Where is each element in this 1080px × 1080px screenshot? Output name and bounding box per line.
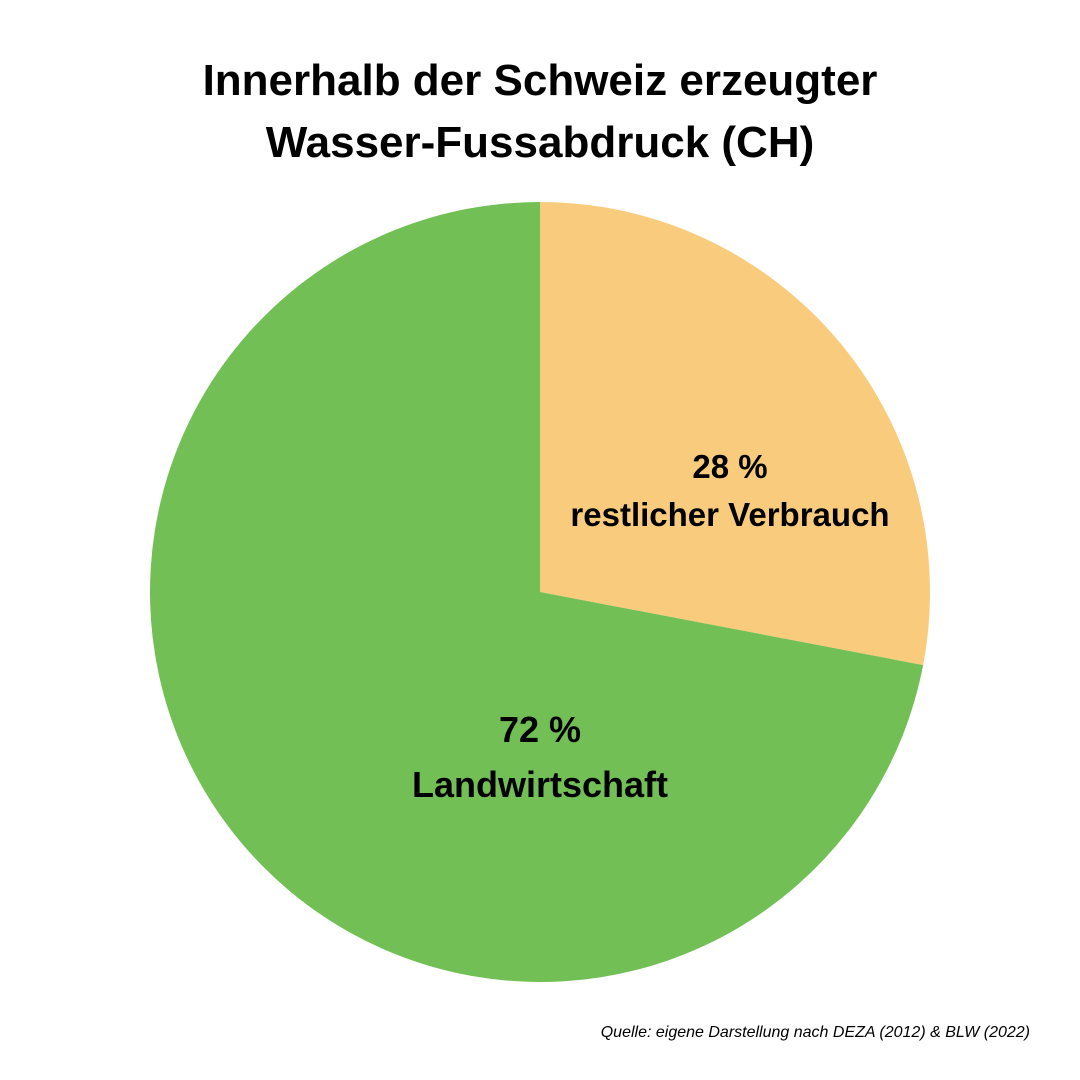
slice-category-label-landwirtschaft: Landwirtschaft <box>412 764 668 805</box>
chart-title-line-2: Wasser-Fussabdruck (CH) <box>265 118 815 167</box>
slice-value-label-restlicher-verbrauch: 28 % <box>692 448 767 485</box>
chart-title-line-1: Innerhalb der Schweiz erzeugter <box>202 56 878 105</box>
chart-title: Innerhalb der Schweiz erzeugter Wasser-F… <box>0 50 1080 174</box>
pie-slice-landwirtschaft <box>150 202 924 983</box>
slice-category-label-restlicher-verbrauch: restlicher Verbrauch <box>570 496 889 533</box>
slice-value-label-landwirtschaft: 72 % <box>499 709 581 750</box>
source-note: Quelle: eigene Darstellung nach DEZA (20… <box>600 1024 1030 1041</box>
pie-slice-restlicher-verbrauch <box>540 202 930 666</box>
